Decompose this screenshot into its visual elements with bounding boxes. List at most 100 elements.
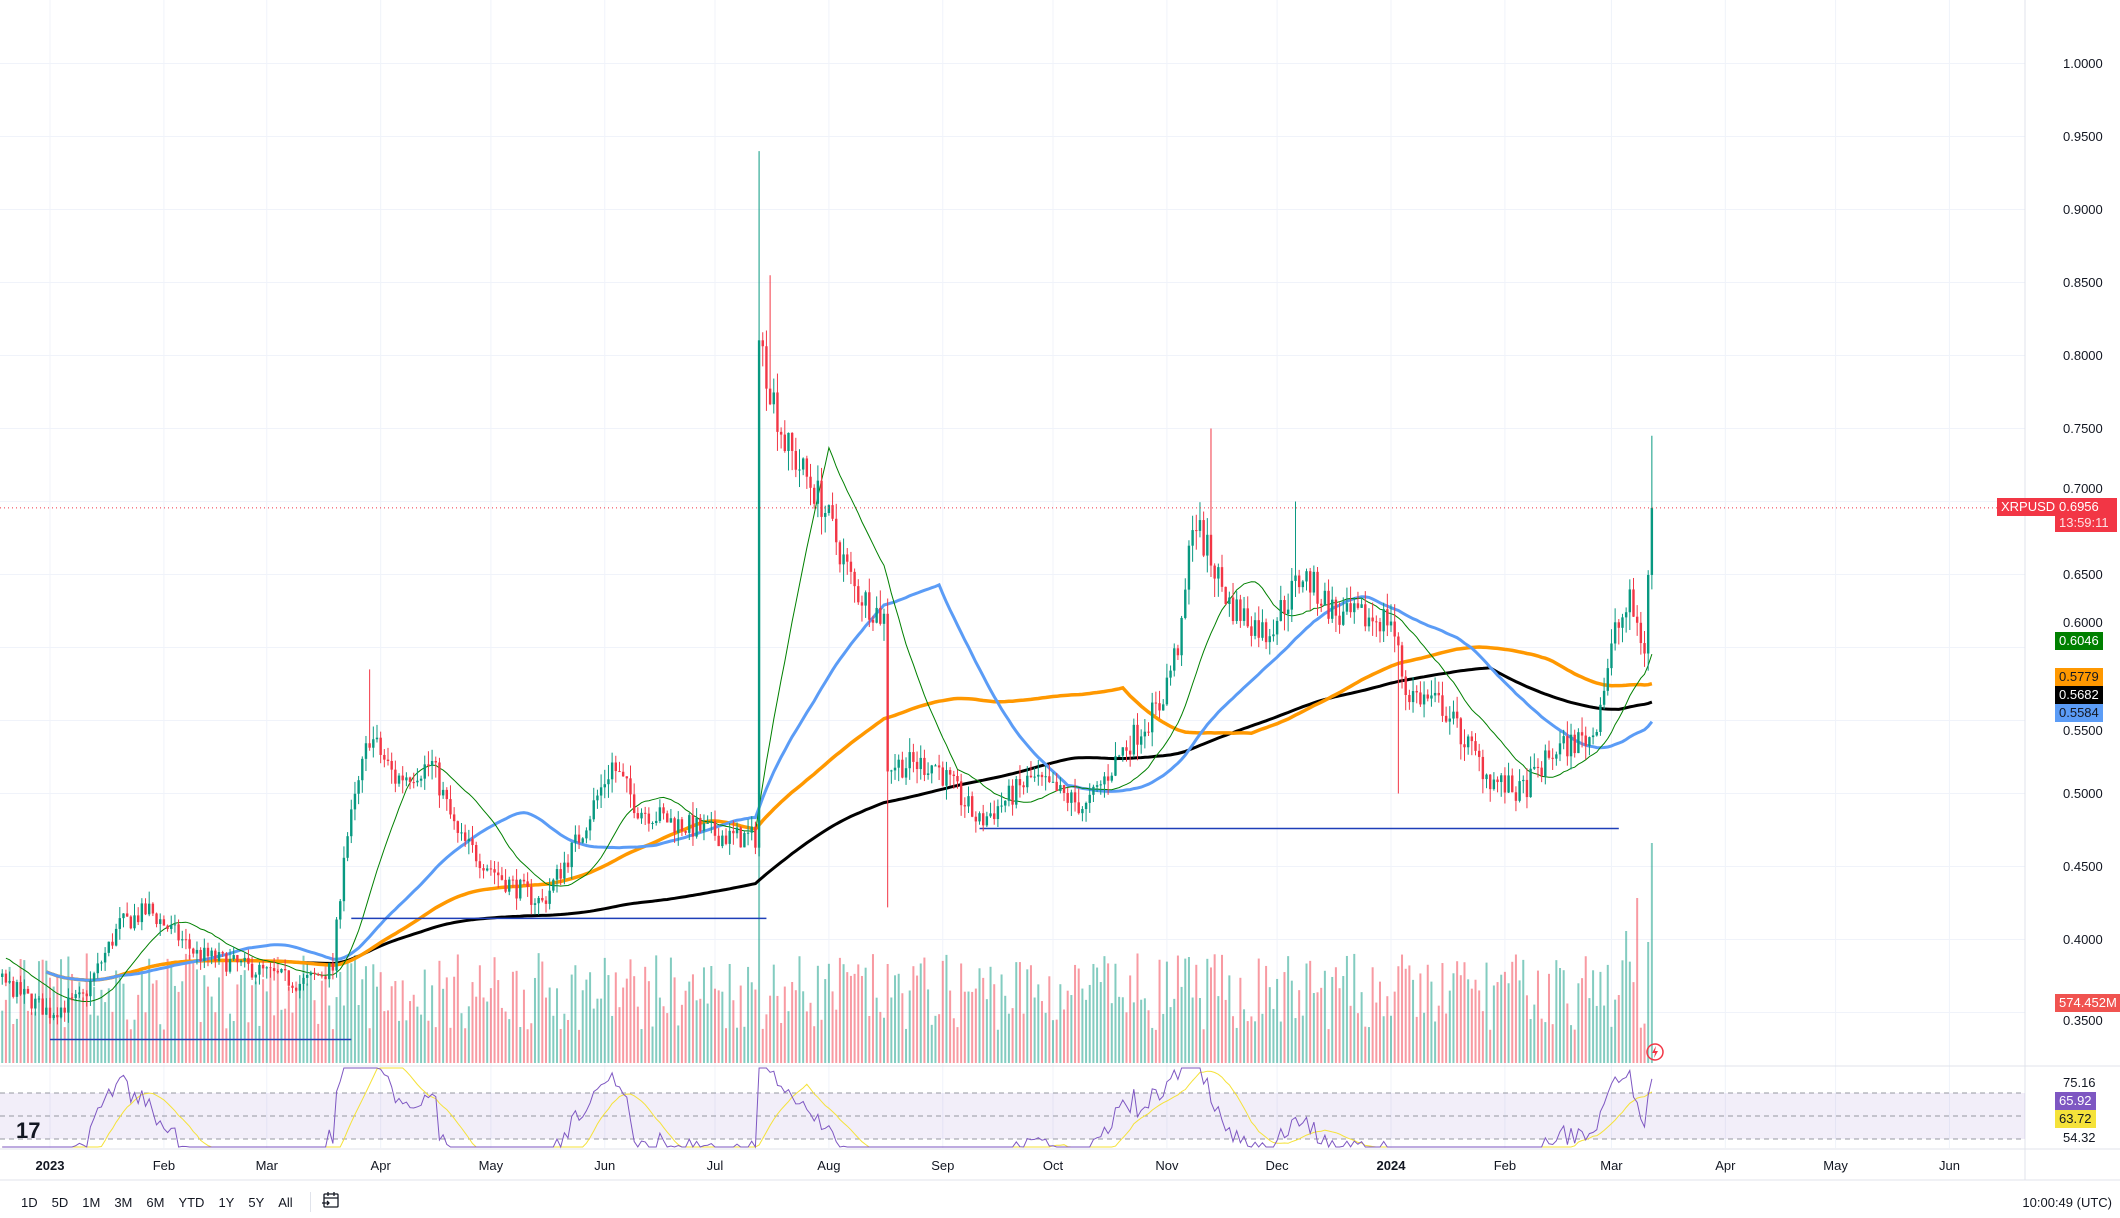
candle-body — [1327, 590, 1330, 619]
volume-bar — [1298, 990, 1301, 1063]
candle-body — [706, 822, 709, 824]
volume-bar — [1162, 1013, 1165, 1063]
volume-bar — [1463, 962, 1466, 1063]
calendar-goto-icon[interactable] — [321, 1190, 341, 1215]
range-ytd[interactable]: YTD — [178, 1194, 205, 1210]
candle-body — [1639, 622, 1643, 644]
candle-body — [100, 962, 103, 964]
candle-body — [798, 469, 801, 471]
volume-bar — [467, 1006, 470, 1063]
volume-bar — [938, 1014, 941, 1063]
candle-body — [1136, 724, 1139, 745]
candle-body — [250, 963, 254, 978]
range-3m[interactable]: 3M — [114, 1194, 133, 1210]
range-6m[interactable]: 6M — [146, 1194, 165, 1210]
candle-body — [548, 890, 551, 904]
volume-bar — [1294, 1018, 1297, 1063]
candle-body — [353, 793, 357, 810]
ma-value-tag: 0.5779 — [2055, 668, 2103, 686]
candle-body — [497, 872, 500, 876]
alert-lightning-icon[interactable] — [1645, 1042, 1665, 1062]
candle-body — [504, 879, 507, 892]
volume-bar — [1331, 976, 1334, 1063]
volume-bar — [603, 957, 606, 1063]
candle-body — [434, 761, 437, 763]
candle-body — [1371, 617, 1374, 622]
volume-bar — [460, 1013, 463, 1063]
volume-bar — [1415, 1016, 1418, 1063]
candle-body — [677, 819, 680, 833]
volume-bar — [1176, 955, 1179, 1063]
candle-body — [122, 913, 125, 919]
volume-bar — [897, 973, 900, 1063]
volume-bar — [673, 977, 676, 1063]
time-tick-label: Dec — [1265, 1158, 1289, 1173]
candle-body — [959, 781, 963, 806]
volume-bar — [511, 971, 514, 1063]
volume-bar — [1209, 967, 1212, 1063]
candle-body — [1, 973, 4, 977]
candle-body — [1591, 735, 1595, 738]
volume-bar — [12, 1024, 15, 1063]
candle-body — [1059, 785, 1062, 792]
volume-bar — [287, 986, 290, 1063]
candle-body — [291, 985, 294, 988]
volume-bar — [1360, 992, 1363, 1063]
volume-bar — [1448, 990, 1451, 1063]
volume-bar — [871, 954, 874, 1063]
volume-bar — [985, 999, 988, 1063]
volume-bar — [1581, 978, 1584, 1063]
volume-bar — [1018, 962, 1021, 1063]
candle-body — [695, 817, 698, 837]
candle-body — [1595, 731, 1598, 736]
volume-bar — [1393, 991, 1396, 1063]
candle-body — [989, 813, 992, 817]
volume-bar — [1430, 981, 1433, 1063]
candle-body — [1404, 676, 1407, 695]
volume-bar — [1507, 983, 1510, 1063]
candle-body — [952, 774, 956, 777]
time-tick-label: Jun — [594, 1158, 616, 1173]
range-5y[interactable]: 5Y — [248, 1194, 265, 1210]
volume-bar — [750, 982, 753, 1063]
volume-bar — [1198, 998, 1201, 1063]
price-tick-label: 0.6000 — [2063, 615, 2103, 630]
candle-body — [1088, 794, 1091, 803]
candle-body — [1081, 809, 1084, 814]
candle-body — [217, 952, 221, 962]
volume-bar — [905, 1028, 908, 1063]
range-all[interactable]: All — [278, 1194, 293, 1210]
utc-clock[interactable]: 10:00:49 (UTC) — [2022, 1195, 2112, 1210]
volume-bar — [1191, 997, 1194, 1063]
volume-bar — [956, 1027, 959, 1063]
volume-bar — [1625, 931, 1628, 1063]
volume-bar — [879, 1011, 882, 1063]
candle-body — [1073, 792, 1077, 803]
candle-body — [592, 800, 595, 820]
candle-body — [305, 974, 309, 978]
volume-bar — [104, 1002, 107, 1063]
candle-body — [908, 752, 911, 769]
volume-bar — [464, 1028, 467, 1063]
candle-body — [1147, 731, 1150, 733]
candle-body — [280, 968, 283, 973]
candle-body — [978, 813, 981, 822]
candle-body — [1037, 774, 1040, 777]
candle-body — [1040, 774, 1044, 778]
candle-body — [1353, 603, 1356, 613]
volume-bar — [1033, 997, 1036, 1063]
volume-bar — [519, 1027, 522, 1063]
volume-bar — [544, 997, 547, 1063]
volume-bar — [1485, 962, 1488, 1063]
candle-body — [1062, 785, 1066, 793]
volume-bar — [1547, 973, 1550, 1063]
volume-bar — [941, 960, 944, 1063]
volume-bar — [1092, 963, 1095, 1063]
candle-body — [827, 505, 831, 513]
range-5d[interactable]: 5D — [51, 1194, 69, 1210]
range-1m[interactable]: 1M — [82, 1194, 101, 1210]
candle-body — [912, 752, 915, 762]
range-1y[interactable]: 1Y — [218, 1194, 235, 1210]
range-1d[interactable]: 1D — [21, 1194, 38, 1210]
